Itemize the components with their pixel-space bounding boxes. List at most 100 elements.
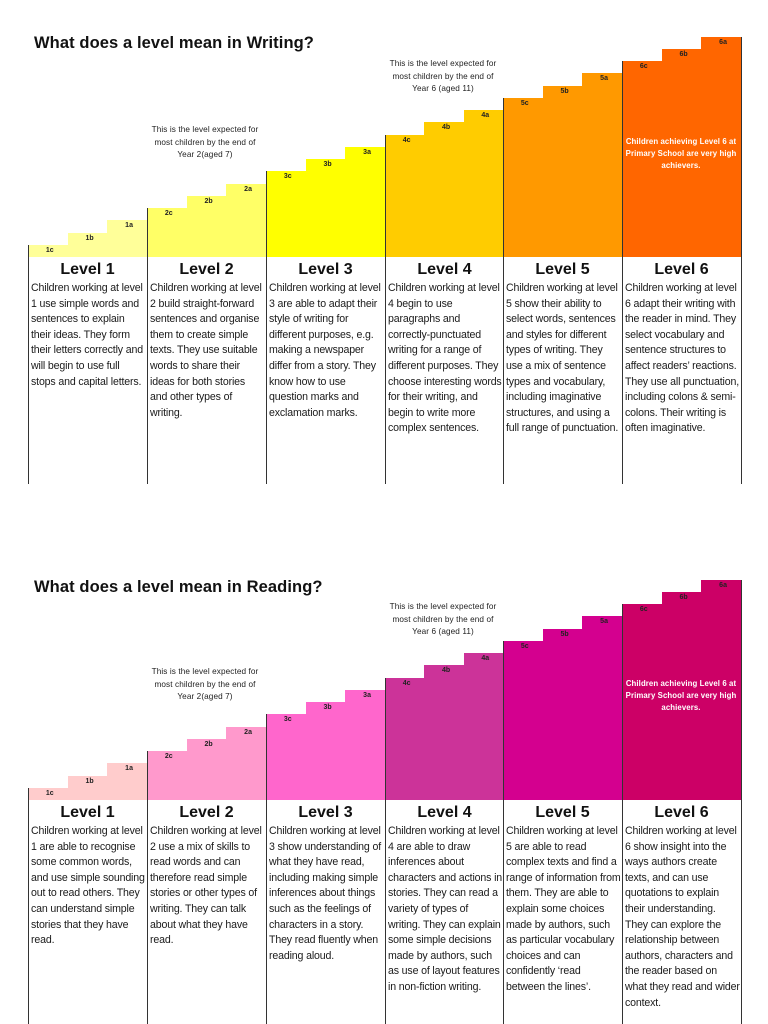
level-column-5: Level 5 Children working at level 5 show … <box>503 257 622 437</box>
column-divider <box>28 244 29 484</box>
level-heading: Level 5 <box>535 804 590 821</box>
step-label: 4c <box>402 136 411 144</box>
column-divider <box>266 714 267 1024</box>
step-label: 3b <box>323 161 332 168</box>
step-label: 5c <box>520 99 529 107</box>
level-column-4: Level 4 Children working at level 4 are a… <box>385 800 504 996</box>
writing-section: What does a level mean in Writing? This … <box>0 0 768 500</box>
step-2a <box>226 726 267 800</box>
step-label: 2a <box>244 728 252 736</box>
level-column-5: Level 5 Children working at level 5 are a… <box>503 800 622 996</box>
column-divider <box>622 604 623 1024</box>
level-column-3: Level 3 Children working at level 3 show … <box>266 800 385 964</box>
level-description: Children working at level 2 build straig… <box>150 282 262 419</box>
step-label: 4b <box>442 667 451 675</box>
level-description: Children working at level 4 are able to … <box>388 825 503 993</box>
level-column-3: Level 3 Children working at level 3 are a… <box>266 257 385 421</box>
level-column-1: Level 1 Children working at level 1 are a… <box>28 800 147 949</box>
step-4c <box>385 134 425 257</box>
step-3a <box>345 146 386 257</box>
step-2c <box>147 751 188 800</box>
step-5c <box>503 640 544 800</box>
step-6c <box>622 61 663 257</box>
step-label: 3c <box>283 173 292 181</box>
step-label: 4a <box>481 112 490 119</box>
step-label: 2c <box>164 210 173 217</box>
step-label: 5b <box>560 630 569 638</box>
step-1b <box>67 232 108 257</box>
column-divider <box>266 171 267 484</box>
level-heading: Level 4 <box>417 261 472 278</box>
level-heading: Level 5 <box>535 261 590 278</box>
step-5a <box>582 616 623 800</box>
level-heading: Level 1 <box>60 804 115 821</box>
step-label: 2b <box>204 740 213 748</box>
step-5c <box>503 97 544 257</box>
step-label: 3a <box>363 148 371 156</box>
step-6a <box>701 579 742 800</box>
step-label: 3b <box>323 704 332 711</box>
level-description: Children working at level 1 are able to … <box>31 825 145 947</box>
step-6b <box>661 591 702 800</box>
column-divider <box>385 677 386 1024</box>
step-1b <box>67 775 108 800</box>
level-heading: Level 2 <box>179 261 234 278</box>
step-label: 6c <box>639 63 648 70</box>
reading-note-year2: This is the level expected for most chil… <box>151 667 259 701</box>
step-4a <box>463 653 504 800</box>
level-column-2: Level 2 Children working at level 2 build… <box>147 257 266 421</box>
step-label: 6a <box>719 38 727 46</box>
step-4c <box>385 677 425 800</box>
step-3c <box>266 171 307 257</box>
step-label: 5a <box>600 75 608 83</box>
step-2a <box>226 183 267 257</box>
column-divider <box>503 97 504 484</box>
reading-title: What does a level mean in Reading? <box>34 578 323 596</box>
column-divider <box>503 640 504 1024</box>
level-heading: Level 4 <box>417 804 472 821</box>
step-6a <box>701 36 742 257</box>
level-description: Children working at level 5 are able to … <box>506 825 621 993</box>
step-label: 5b <box>560 87 569 95</box>
step-label: 5c <box>520 642 529 650</box>
reading-note-year6: This is the level expected for most chil… <box>389 602 497 636</box>
writing-note-year6: This is the level expected for most chil… <box>389 59 497 93</box>
level-column-6: Level 6 Children working at level 6 adapt… <box>622 257 741 437</box>
column-divider <box>741 579 742 1024</box>
step-label: 6b <box>679 593 688 601</box>
step-1c <box>28 244 69 257</box>
step-4b <box>424 122 465 257</box>
level-heading: Level 2 <box>179 804 234 821</box>
step-label: 1c <box>45 246 54 254</box>
writing-title: What does a level mean in Writing? <box>34 34 314 52</box>
level-heading: Level 3 <box>298 804 353 821</box>
column-divider <box>28 787 29 1024</box>
step-2b <box>186 195 227 257</box>
step-5b <box>542 628 583 800</box>
level-description: Children working at level 4 begin to use… <box>388 282 502 435</box>
step-label: 6c <box>639 606 648 613</box>
writing-note-year2: This is the level expected for most chil… <box>151 125 259 159</box>
level-column-2: Level 2 Children working at level 2 use a… <box>147 800 266 949</box>
level-description: Children working at level 6 adapt their … <box>625 282 740 435</box>
step-1a <box>107 763 148 800</box>
writing-note-level6: Children achieving Level 6 at Primary Sc… <box>625 137 737 170</box>
step-label: 1a <box>125 765 133 773</box>
step-3c <box>266 714 307 800</box>
column-divider <box>385 134 386 484</box>
step-label: 3c <box>283 716 292 724</box>
level-description: Children working at level 6 show insight… <box>625 825 740 1009</box>
step-label: 5a <box>600 618 608 626</box>
level-description: Children working at level 1 use simple w… <box>31 282 143 388</box>
step-5a <box>582 73 623 257</box>
column-divider <box>147 208 148 484</box>
level-heading: Level 6 <box>654 261 709 278</box>
column-divider <box>622 61 623 484</box>
level-heading: Level 1 <box>60 261 115 278</box>
step-label: 2b <box>204 197 213 205</box>
step-label: 4c <box>402 679 411 687</box>
step-label: 4a <box>481 655 490 662</box>
step-3b <box>305 159 346 257</box>
step-6b <box>661 48 702 257</box>
step-2c <box>147 208 188 257</box>
